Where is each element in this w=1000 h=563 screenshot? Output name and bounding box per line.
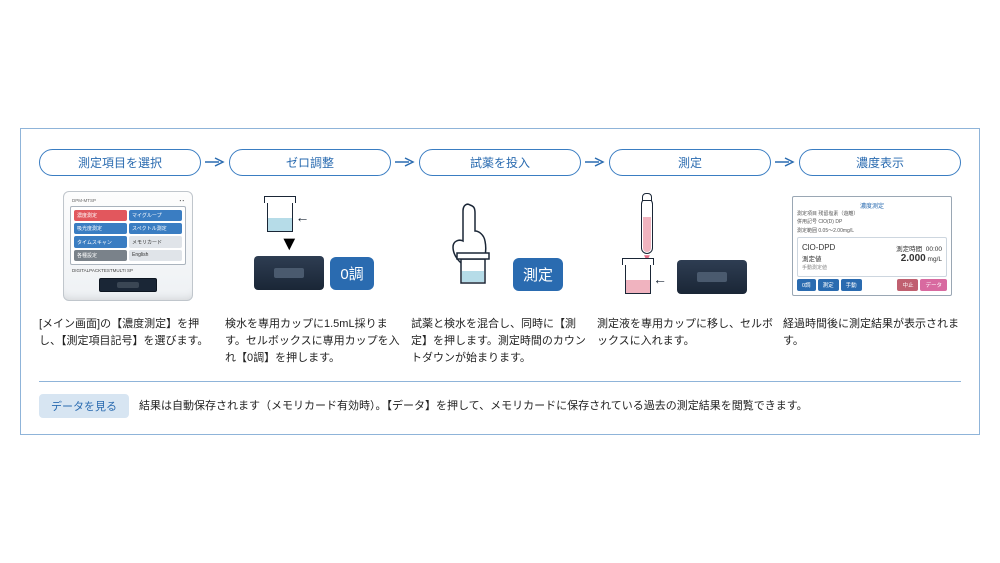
sensor-unit-icon: [677, 260, 747, 294]
view-data-badge[interactable]: データを見る: [39, 394, 129, 418]
device-menu-item[interactable]: 吸光度測定: [74, 223, 127, 234]
device-menu-item[interactable]: スペクトル測定: [129, 223, 182, 234]
illus-step3: 測定: [411, 186, 589, 306]
result-title: 濃度測定: [860, 201, 884, 210]
result-note: 手動測定値: [802, 264, 827, 271]
arrow-down-icon: ▼: [276, 234, 302, 254]
arrow-icon: [581, 157, 609, 167]
result-screen-button[interactable]: 中止: [897, 279, 918, 291]
cup-pink-icon: [625, 264, 651, 294]
result-screen-button[interactable]: 手動: [841, 279, 862, 291]
step-label-2: ゼロ調整: [229, 149, 391, 176]
step-label-1: 測定項目を選択: [39, 149, 201, 176]
device-sensor: [70, 278, 186, 294]
step-label-4: 測定: [609, 149, 771, 176]
result-screen-button[interactable]: データ: [920, 279, 947, 291]
desc-step2: 検水を専用カップに1.5mL採ります。セルボックスに専用カップを入れ【0調】を押…: [225, 316, 403, 367]
arrow-icon: [201, 157, 229, 167]
result-time-label: 測定時間: [896, 246, 922, 253]
bottom-row: データを見る 結果は自動保存されます（メモリカード有効時）。【データ】を押して、…: [39, 394, 961, 418]
result-button-bar: 0調測定手動 中止データ: [797, 279, 947, 291]
arrow-icon: [771, 157, 799, 167]
device-brand: DPM-MTSP: [72, 198, 96, 203]
device-menu-item[interactable]: マイグループ: [129, 210, 182, 221]
device-subtitle: DIGITALPACKTESTMULTI SP: [70, 268, 186, 273]
steps-header-row: 測定項目を選択 ゼロ調整 試薬を投入 測定 濃度表示: [39, 149, 961, 176]
tube-icon: [641, 198, 653, 254]
illus-step1: DPM-MTSP ▪ ▪ 濃度測定マイグループ吸光度測定スペクトル測定タイムスキ…: [39, 186, 217, 306]
device-menu-item[interactable]: 各種設定: [74, 250, 127, 261]
device-mockup: DPM-MTSP ▪ ▪ 濃度測定マイグループ吸光度測定スペクトル測定タイムスキ…: [63, 191, 193, 301]
desc-step4: 測定液を専用カップに移し、セルボックスに入れます。: [597, 316, 775, 367]
device-menu-item[interactable]: メモリカード: [129, 236, 182, 247]
result-code: ClO-DPD: [802, 243, 835, 253]
device-menu-item[interactable]: 濃度測定: [74, 210, 127, 221]
measure-button[interactable]: 測定: [513, 258, 563, 291]
illustration-row: DPM-MTSP ▪ ▪ 濃度測定マイグループ吸光度測定スペクトル測定タイムスキ…: [39, 186, 961, 306]
arrow-left-icon: ←: [295, 209, 309, 225]
zero-button[interactable]: 0調: [330, 257, 373, 290]
result-info1: 測定項目 残留塩素（遊離）: [797, 211, 947, 218]
step-label-3: 試薬を投入: [419, 149, 581, 176]
illus-step2: ← ▼ 0調: [225, 186, 403, 306]
hand-mixing-icon: [437, 201, 507, 291]
result-info2: 併用記号 ClO(D) DP: [797, 219, 947, 226]
cup-blue-icon: [267, 202, 293, 232]
result-unit: mg/L: [928, 256, 942, 263]
desc-step3: 試薬と検水を混合し、同時に【測定】を押します。測定時間のカウントダウンが始まりま…: [411, 316, 589, 367]
desc-step5: 経過時間後に測定結果が表示されます。: [783, 316, 961, 367]
result-info3: 測定範囲 0.05～2.00mg/L: [797, 228, 947, 235]
step-label-5: 濃度表示: [799, 149, 961, 176]
device-menu-item[interactable]: English: [129, 250, 182, 261]
sensor-unit-icon: [254, 256, 324, 290]
result-screen-button[interactable]: 0調: [797, 279, 816, 291]
illus-step5: 濃度測定 測定項目 残留塩素（遊離） 併用記号 ClO(D) DP 測定範囲 0…: [783, 186, 961, 306]
bottom-text: 結果は自動保存されます（メモリカード有効時）。【データ】を押して、メモリカードに…: [139, 398, 808, 415]
desc-step1: [メイン画面]の【濃度測定】を押し、【測定項目記号】を選びます。: [39, 316, 217, 367]
device-menu-item[interactable]: タイムスキャン: [74, 236, 127, 247]
arrow-left-icon: ←: [653, 271, 667, 287]
result-value: 2.000: [901, 253, 926, 264]
result-value-label: 測定値: [802, 253, 822, 264]
result-screen: 濃度測定 測定項目 残留塩素（遊離） 併用記号 ClO(D) DP 測定範囲 0…: [792, 196, 952, 296]
result-screen-button[interactable]: 測定: [818, 279, 839, 291]
description-row: [メイン画面]の【濃度測定】を押し、【測定項目記号】を選びます。 検水を専用カッ…: [39, 316, 961, 382]
illus-step4: ▼ ← ▼: [597, 186, 775, 306]
device-screen: 濃度測定マイグループ吸光度測定スペクトル測定タイムスキャンメモリカード各種設定E…: [70, 206, 186, 265]
device-indicator: ▪ ▪: [180, 198, 184, 203]
arrow-icon: [391, 157, 419, 167]
result-time-value: 00:00: [926, 246, 942, 253]
instruction-frame: 測定項目を選択 ゼロ調整 試薬を投入 測定 濃度表示 DPM-MTSP ▪ ▪ …: [20, 128, 980, 435]
